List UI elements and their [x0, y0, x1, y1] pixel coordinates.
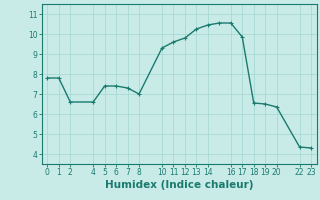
- X-axis label: Humidex (Indice chaleur): Humidex (Indice chaleur): [105, 180, 253, 190]
